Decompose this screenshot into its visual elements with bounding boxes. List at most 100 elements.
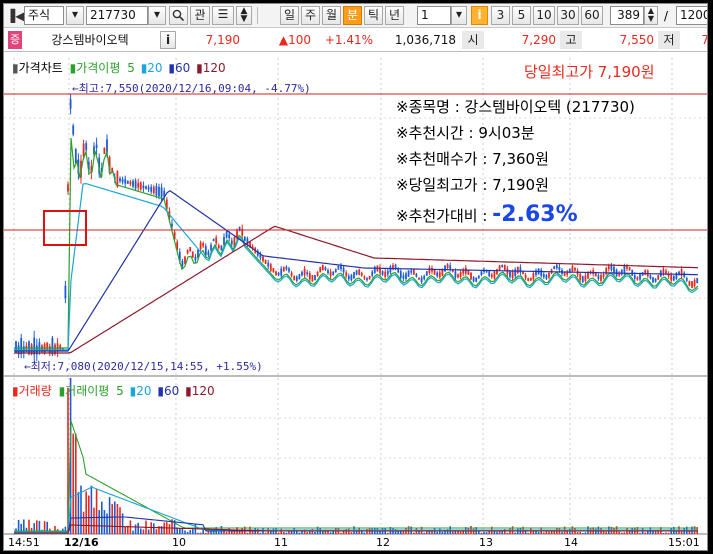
period-year[interactable]: 년 (385, 6, 404, 25)
volume-bar (618, 531, 620, 534)
volume-bar (64, 526, 67, 534)
period-minute[interactable]: 분 (343, 6, 362, 25)
period-day[interactable]: 일 (280, 6, 299, 25)
volume-bar (140, 528, 142, 534)
volume-bar (493, 530, 496, 534)
count-input[interactable]: 389 (610, 6, 644, 25)
candle-body (347, 275, 350, 280)
period-month[interactable]: 월 (322, 6, 341, 25)
candle-body (496, 269, 498, 275)
volume-bar (644, 532, 646, 534)
candle-body (574, 267, 576, 271)
candle-body (602, 274, 605, 277)
volume-bar (160, 526, 163, 534)
candle-body (579, 273, 582, 280)
volume-bar (535, 530, 537, 534)
volume-bar (277, 532, 280, 534)
vol-ma120-line (14, 524, 698, 534)
search-button[interactable] (169, 6, 188, 25)
volume-bar (33, 523, 35, 534)
step-10-label: 10 (536, 8, 552, 22)
candle-body (85, 143, 88, 151)
candle-body (516, 266, 519, 274)
volume-bar (176, 527, 178, 534)
step-30[interactable]: 30 (557, 6, 579, 25)
candle-body (246, 238, 249, 245)
volume-bar (543, 532, 545, 534)
stock-code-input[interactable]: 217730 (86, 6, 148, 25)
panel-marker-icon: ▮ (12, 384, 19, 398)
candle-body (93, 146, 95, 155)
candle-body (30, 344, 33, 355)
candle-body (540, 269, 543, 276)
recommend-marker (43, 210, 87, 246)
candle-body (176, 241, 179, 250)
volume-bar (20, 523, 22, 534)
candle-body (563, 272, 566, 276)
x-tick-label: 13 (479, 536, 493, 549)
candle-body (373, 266, 376, 273)
candle-body (303, 268, 306, 276)
candle-body (454, 271, 457, 278)
divider (257, 7, 258, 24)
price-chart-canvas[interactable] (4, 58, 708, 378)
price-chart-panel[interactable]: ▮가격차트 ▮가격이평 5 ▮20 ▮60 ▮120 당일최고가 7,190원 … (4, 58, 708, 378)
volume-bar (667, 532, 670, 534)
volume-bar (28, 519, 30, 534)
candle-body (230, 240, 233, 245)
info-stock-name: ※종목명 : 강스템바이오텍 (217730) (396, 98, 635, 116)
market-dropdown-button[interactable]: ▾ (66, 6, 84, 25)
step-3[interactable]: 3 (491, 6, 510, 25)
candle-body (106, 139, 108, 153)
count-spinner[interactable]: ▲ ▼ (644, 6, 658, 25)
candle-body (459, 272, 462, 277)
interval-input[interactable]: 1 (417, 6, 451, 25)
step-button[interactable]: ▲ ▼ (236, 6, 252, 25)
stock-info-button[interactable]: i (160, 31, 176, 49)
headline-high-price: 당일최고가 7,190원 (524, 63, 655, 81)
candle-body (134, 180, 137, 189)
chevron-down-icon: ▾ (455, 7, 463, 21)
candle-body (397, 267, 400, 273)
candle-body (555, 264, 558, 269)
x-tick-label: 15:01 (668, 536, 700, 549)
period-tick[interactable]: 틱 (364, 6, 383, 25)
candle-body (277, 272, 280, 276)
candle-body (644, 270, 647, 275)
volume-bar (462, 530, 464, 534)
interval-badge[interactable]: i (471, 6, 488, 25)
candle-body (654, 278, 657, 282)
volume-bar (54, 525, 56, 534)
candle-body (108, 157, 111, 173)
stack-button[interactable]: ☰ (212, 6, 234, 25)
volume-chart-canvas[interactable] (4, 378, 708, 536)
panel-icon[interactable]: ▐◀ (6, 9, 25, 23)
candle-body (420, 277, 423, 283)
step-5[interactable]: 5 (512, 6, 531, 25)
volume-bar (688, 530, 691, 534)
candle-body (306, 272, 309, 275)
interest-button[interactable]: 관 (190, 6, 210, 25)
volume-bar (582, 533, 584, 534)
market-select[interactable]: 주식 (24, 6, 64, 25)
candle-body (293, 275, 296, 281)
candle-body (610, 264, 613, 271)
x-tick-label: 14:51 (8, 536, 40, 549)
volume-chart-panel[interactable]: ▮거래량 ▮거래이평 5 ▮20 ▮60 ▮120 (4, 378, 708, 536)
code-dropdown-button[interactable]: ▾ (148, 6, 166, 25)
candle-body (178, 251, 181, 261)
candle-body (342, 267, 345, 273)
volume-bar (98, 510, 100, 534)
candle-body (181, 261, 184, 266)
period-week[interactable]: 주 (301, 6, 320, 25)
step-10[interactable]: 10 (533, 6, 555, 25)
volume-bar (457, 530, 459, 534)
candle-body (264, 259, 267, 264)
candle-body (350, 275, 353, 281)
interval-dropdown-button[interactable]: ▾ (451, 6, 467, 25)
chevron-down-icon: ▾ (71, 7, 79, 21)
step-60[interactable]: 60 (581, 6, 603, 25)
volume-bar (436, 531, 438, 534)
quote-bar: 증 강스템바이오텍 i 7,190 ▲100 +1.41% 1,036,718 … (4, 28, 707, 52)
vol-ma20-line (14, 486, 698, 533)
